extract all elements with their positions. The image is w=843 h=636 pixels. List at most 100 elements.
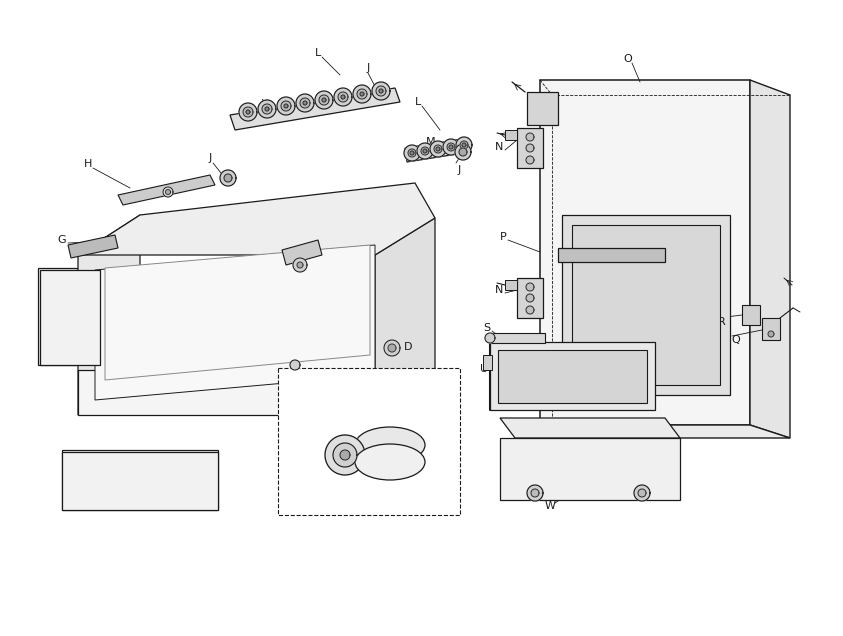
Text: Q: Q: [732, 335, 740, 345]
Polygon shape: [224, 174, 232, 182]
Polygon shape: [417, 143, 433, 159]
Polygon shape: [517, 128, 543, 168]
Polygon shape: [526, 283, 534, 291]
Polygon shape: [430, 141, 446, 157]
Ellipse shape: [355, 427, 425, 463]
Polygon shape: [78, 183, 435, 255]
Polygon shape: [118, 175, 215, 205]
Text: K: K: [261, 99, 269, 109]
Polygon shape: [423, 149, 427, 153]
Polygon shape: [375, 218, 435, 370]
Polygon shape: [322, 98, 326, 102]
Polygon shape: [505, 280, 517, 290]
Text: L: L: [415, 97, 422, 107]
Polygon shape: [360, 92, 364, 96]
Polygon shape: [376, 86, 386, 96]
Polygon shape: [62, 452, 218, 510]
Polygon shape: [638, 489, 646, 497]
Text: H: H: [83, 159, 92, 169]
Polygon shape: [262, 104, 272, 114]
Polygon shape: [562, 215, 730, 395]
Polygon shape: [540, 80, 750, 425]
Text: N: N: [495, 285, 503, 295]
Polygon shape: [296, 94, 314, 112]
Polygon shape: [372, 82, 390, 100]
Polygon shape: [325, 435, 365, 475]
Polygon shape: [768, 331, 774, 337]
Polygon shape: [500, 418, 680, 438]
Polygon shape: [517, 278, 543, 318]
Text: R: R: [718, 317, 726, 327]
Polygon shape: [282, 240, 322, 265]
Polygon shape: [220, 170, 236, 186]
Polygon shape: [243, 107, 253, 117]
Text: A: A: [454, 501, 461, 511]
Text: U: U: [480, 364, 488, 374]
Polygon shape: [485, 333, 495, 343]
Polygon shape: [455, 144, 471, 160]
Text: T: T: [612, 388, 619, 398]
Polygon shape: [353, 85, 371, 103]
Polygon shape: [303, 101, 307, 105]
Polygon shape: [408, 149, 416, 157]
Polygon shape: [459, 148, 467, 156]
Polygon shape: [526, 144, 534, 152]
Text: J: J: [367, 63, 369, 73]
Polygon shape: [762, 318, 780, 340]
Polygon shape: [460, 141, 468, 149]
Text: O: O: [624, 54, 632, 64]
Polygon shape: [379, 89, 383, 93]
Polygon shape: [277, 97, 295, 115]
Polygon shape: [68, 235, 118, 258]
Polygon shape: [572, 225, 720, 385]
Text: J: J: [208, 153, 212, 163]
Polygon shape: [297, 262, 303, 268]
Text: Y: Y: [260, 204, 267, 214]
Polygon shape: [436, 147, 440, 151]
Polygon shape: [404, 145, 420, 161]
Polygon shape: [341, 95, 345, 99]
Polygon shape: [498, 350, 647, 403]
Polygon shape: [384, 340, 400, 356]
Polygon shape: [293, 258, 307, 272]
Polygon shape: [742, 305, 760, 325]
Text: G: G: [57, 235, 67, 245]
Polygon shape: [449, 145, 453, 149]
Text: D: D: [404, 342, 412, 352]
Polygon shape: [230, 88, 400, 130]
Text: P: P: [500, 232, 507, 242]
Polygon shape: [540, 425, 790, 438]
Polygon shape: [338, 92, 348, 102]
Polygon shape: [421, 147, 429, 155]
Polygon shape: [447, 143, 455, 151]
Polygon shape: [634, 485, 650, 501]
Polygon shape: [410, 151, 414, 155]
Polygon shape: [284, 104, 288, 108]
Polygon shape: [388, 344, 396, 352]
Polygon shape: [434, 145, 442, 153]
Polygon shape: [281, 101, 291, 111]
Polygon shape: [78, 215, 140, 415]
Polygon shape: [490, 342, 655, 410]
Text: W: W: [545, 501, 556, 511]
Polygon shape: [315, 91, 333, 109]
Polygon shape: [483, 355, 492, 370]
Polygon shape: [443, 139, 459, 155]
Polygon shape: [334, 88, 352, 106]
Polygon shape: [38, 268, 100, 365]
Polygon shape: [340, 450, 350, 460]
Polygon shape: [78, 370, 375, 415]
Polygon shape: [490, 333, 545, 343]
Polygon shape: [95, 245, 375, 400]
Polygon shape: [558, 248, 665, 262]
Polygon shape: [40, 270, 100, 365]
Polygon shape: [531, 489, 539, 497]
Ellipse shape: [355, 444, 425, 480]
Polygon shape: [357, 89, 367, 99]
Polygon shape: [246, 110, 250, 114]
Polygon shape: [527, 92, 558, 125]
Polygon shape: [526, 156, 534, 164]
Polygon shape: [319, 95, 329, 105]
Polygon shape: [405, 138, 470, 162]
Polygon shape: [333, 443, 357, 467]
